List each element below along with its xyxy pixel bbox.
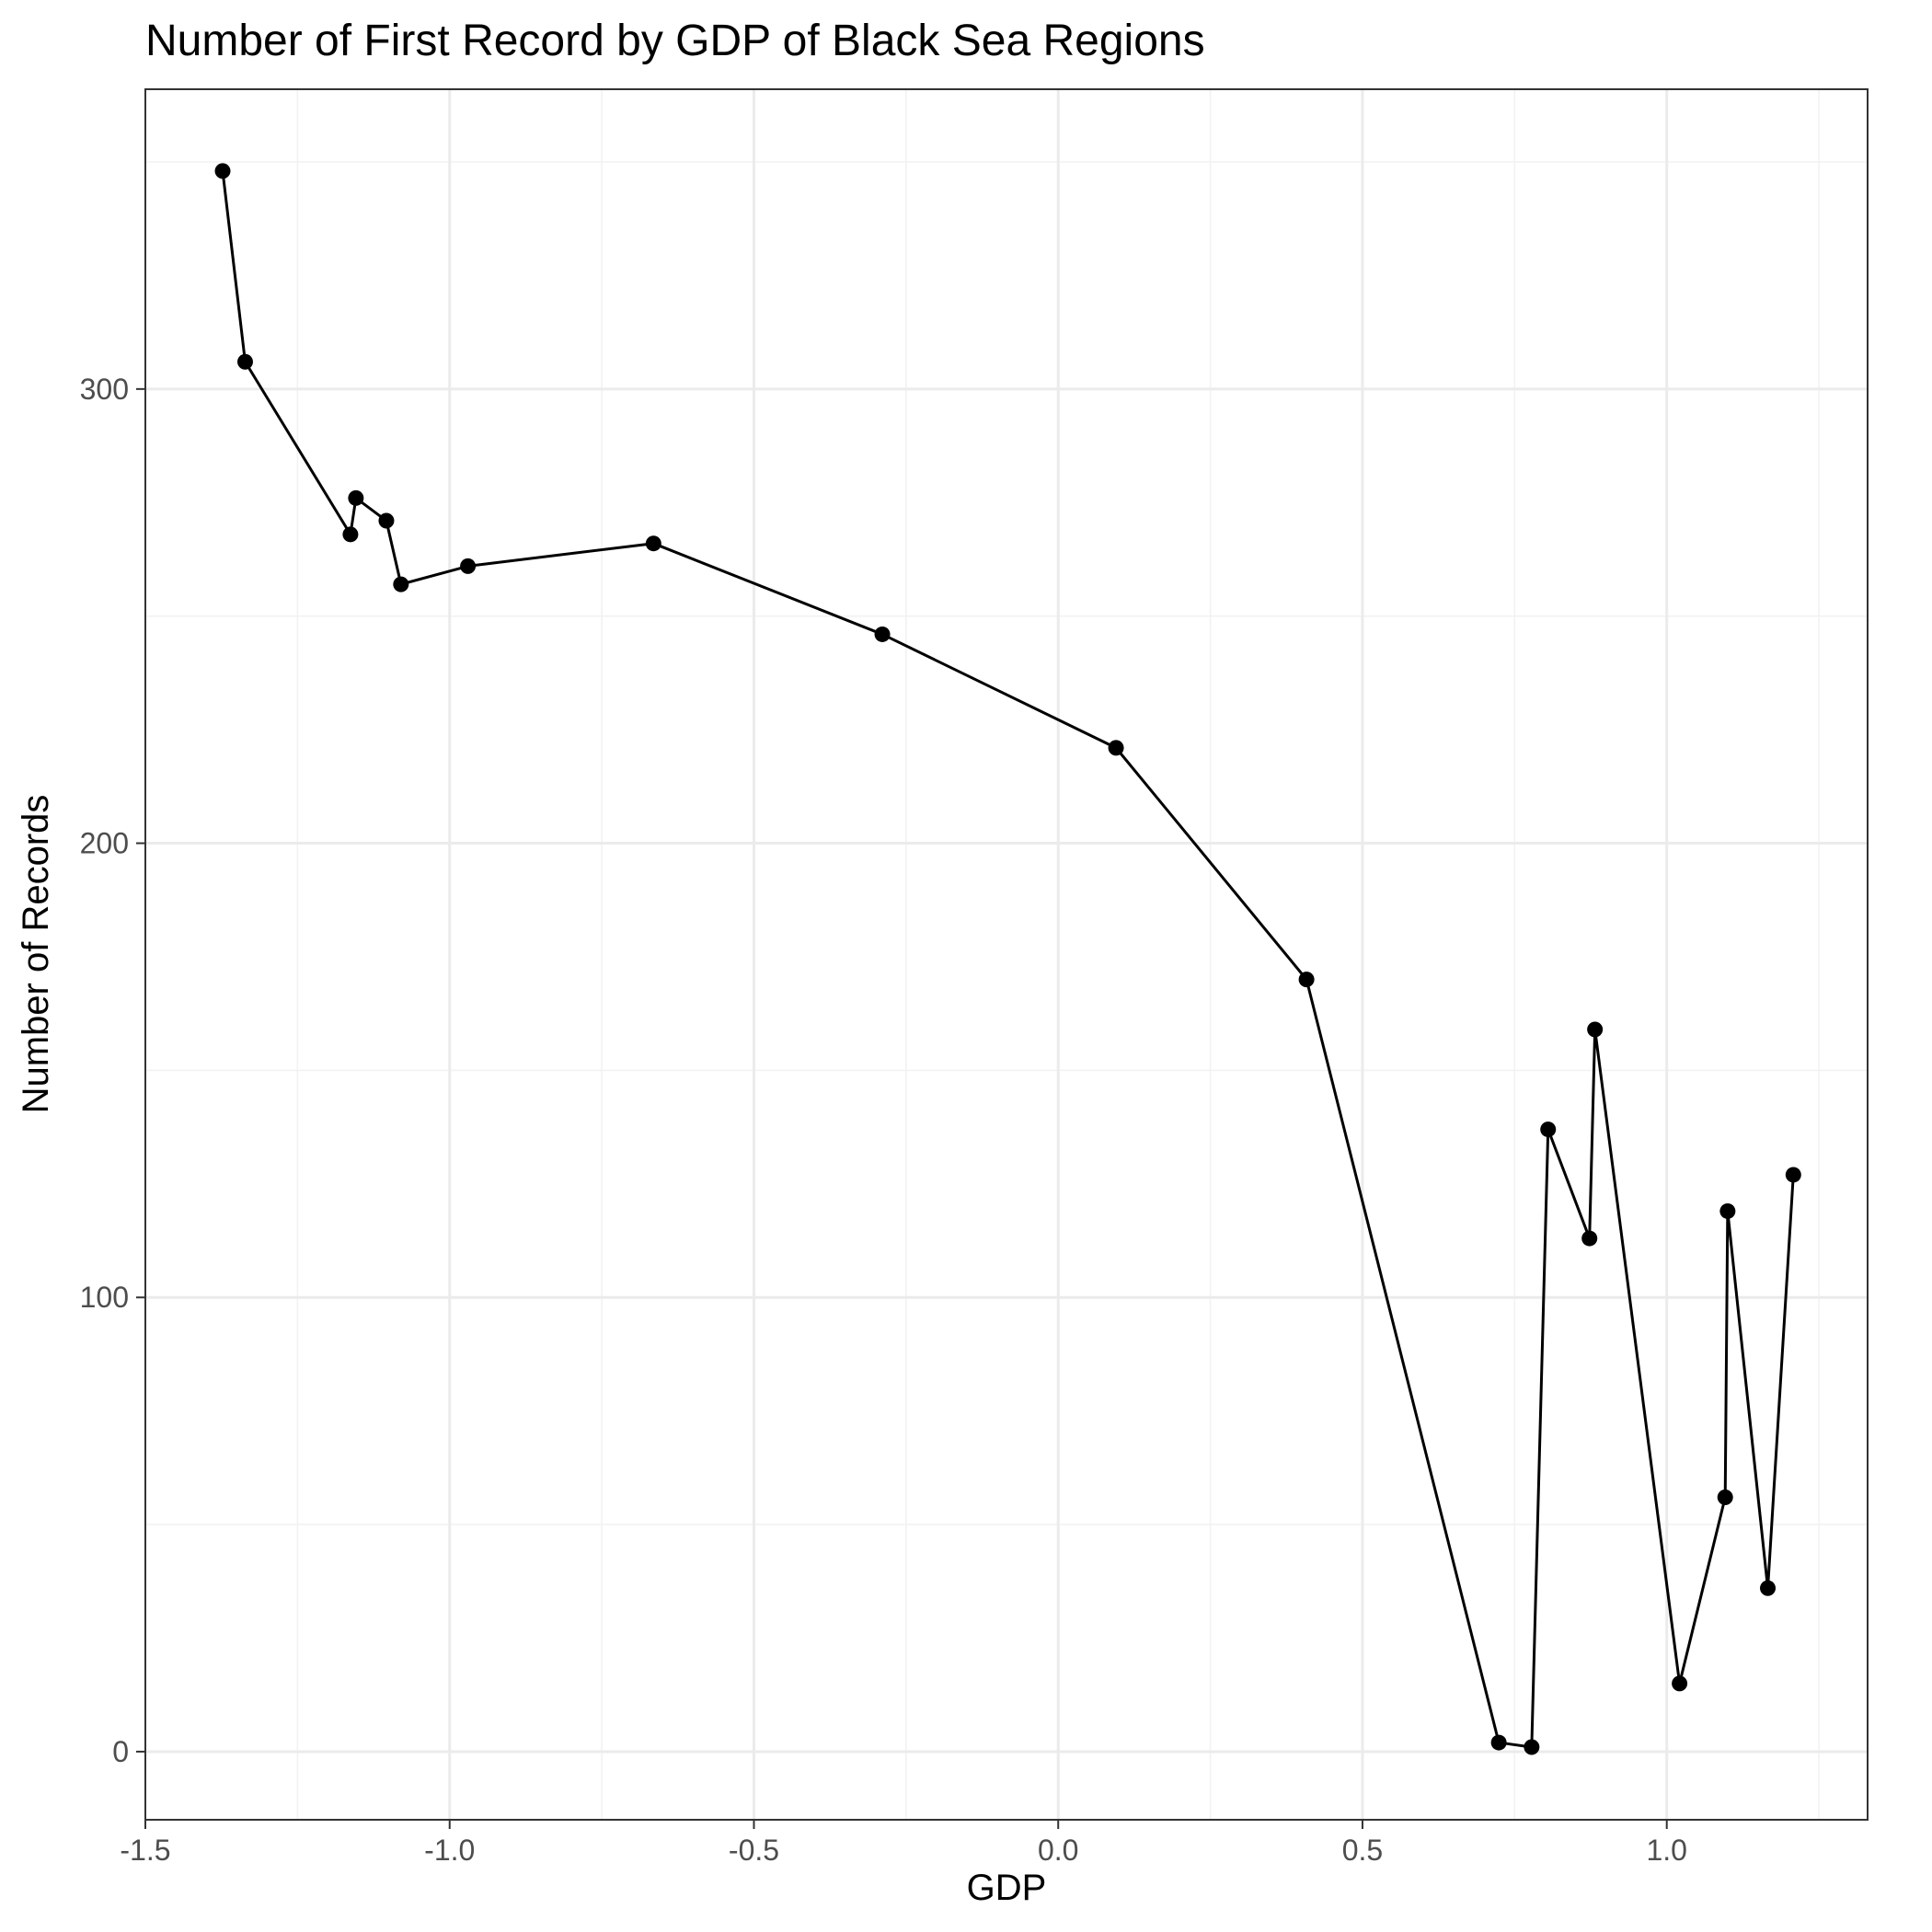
data-point — [214, 163, 231, 179]
x-tick-label: 0.5 — [1342, 1834, 1383, 1867]
data-point — [236, 353, 253, 370]
chart-title: Number of First Record by GDP of Black S… — [145, 17, 1205, 65]
y-tick-label: 200 — [80, 827, 129, 860]
y-axis-title: Number of Records — [16, 795, 56, 1114]
series — [214, 163, 1801, 1755]
grid — [145, 89, 1868, 1820]
data-point — [874, 626, 891, 642]
data-point — [1581, 1230, 1598, 1247]
x-axis-title: GDP — [967, 1868, 1047, 1908]
data-point — [1298, 972, 1315, 988]
x-tick-label: -0.5 — [729, 1834, 779, 1867]
x-axis: -1.5 -1.0 -0.5 0.0 0.5 1.0 — [120, 1820, 1687, 1867]
data-point — [1760, 1580, 1777, 1596]
data-point — [1524, 1739, 1540, 1755]
data-point — [1108, 740, 1124, 756]
data-point — [1672, 1675, 1688, 1692]
y-tick-label: 300 — [80, 373, 129, 406]
series-line — [221, 170, 1795, 1749]
y-tick-label: 100 — [80, 1281, 129, 1314]
x-tick-label: -1.0 — [424, 1834, 475, 1867]
plot-panel-border — [144, 88, 1869, 1821]
data-point — [1717, 1489, 1733, 1505]
data-point — [460, 558, 477, 574]
y-tick-label: 0 — [112, 1735, 129, 1768]
x-tick-label: 1.0 — [1646, 1834, 1686, 1867]
y-axis: 0 100 200 300 — [80, 373, 145, 1768]
x-tick-label: -1.5 — [120, 1834, 170, 1867]
data-point — [378, 512, 395, 529]
data-point — [1719, 1202, 1736, 1219]
data-point — [1490, 1734, 1507, 1751]
data-point — [393, 576, 409, 592]
x-tick-label: 0.0 — [1038, 1834, 1078, 1867]
data-point — [1587, 1021, 1604, 1038]
data-point — [645, 535, 661, 552]
data-point — [348, 489, 364, 506]
data-point — [1785, 1167, 1801, 1183]
data-point — [342, 526, 359, 543]
data-point — [1540, 1121, 1557, 1138]
